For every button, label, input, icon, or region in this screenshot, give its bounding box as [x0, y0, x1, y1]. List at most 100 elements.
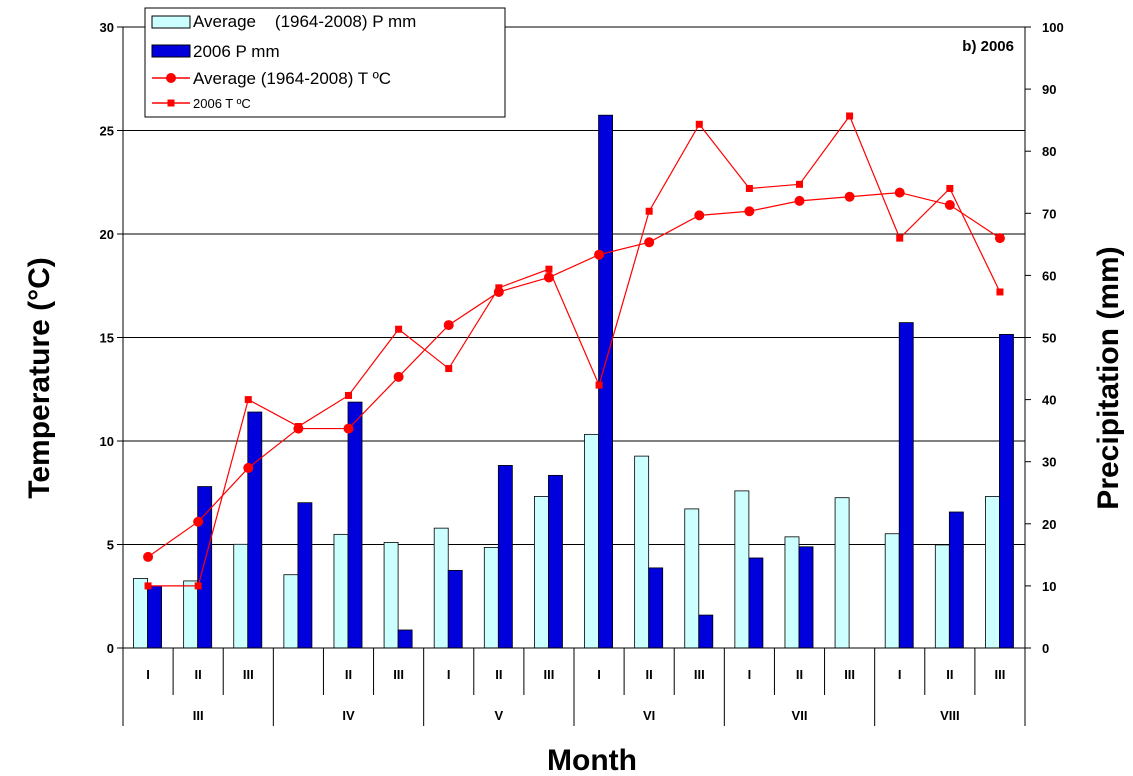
axes: 0 5 10 15 20 25 30 0 10 20 30 40 50 60 70 80 90 100 [100, 20, 1064, 656]
line-avg-temp [147, 191, 1001, 558]
marker-2006-temp [445, 365, 453, 373]
decade-label: III [844, 667, 855, 682]
y-left-tick-label: 0 [107, 641, 114, 656]
y-right-tick-label: 60 [1042, 268, 1056, 283]
y-left-tick-label: 5 [107, 538, 114, 553]
marker-2006-temp [545, 265, 553, 273]
bar-avg-precip [534, 496, 549, 649]
bar-avg-precip [584, 433, 599, 649]
marker-avg-temp [644, 237, 655, 248]
marker-avg-temp [343, 423, 354, 434]
marker-avg-temp [594, 249, 605, 260]
y-right-tick-label: 10 [1042, 579, 1056, 594]
marker-2006-temp [645, 207, 653, 215]
bar-2006-precip [297, 502, 313, 649]
marker-2006-temp [294, 423, 302, 431]
decade-label: II [796, 667, 803, 682]
y-right-tick-label: 20 [1042, 517, 1056, 532]
marker-2006-temp [745, 184, 753, 192]
bar-2006-precip [648, 567, 664, 649]
bar-avg-precip [383, 542, 399, 649]
y-left-tick-label: 20 [100, 227, 114, 242]
decade-label: III [995, 667, 1006, 682]
y-right-tick-label: 80 [1042, 144, 1056, 159]
decade-label: II [495, 667, 502, 682]
marker-2006-temp [144, 582, 152, 590]
legend-label-avg-precip: Average (1964-2008) P mm [193, 12, 416, 31]
decade-label: III [544, 667, 555, 682]
y-right-tick-label: 0 [1042, 641, 1049, 656]
marker-avg-temp [894, 187, 905, 198]
decade-label: I [447, 667, 451, 682]
bar-avg-precip [934, 544, 950, 649]
bar-avg-precip [634, 455, 650, 649]
y-axis-right-title: Precipitation (mm) [1092, 246, 1125, 509]
bar-2006-precip [447, 569, 463, 649]
bar-2006-precip [798, 546, 814, 649]
month-label: III [193, 708, 204, 723]
decade-label: III [393, 667, 404, 682]
marker-avg-temp [994, 233, 1005, 244]
marker-avg-temp [844, 191, 855, 202]
y-axis-left-title: Temperature (°C) [23, 257, 56, 498]
line-2006-temp [148, 114, 1001, 587]
marker-2006-temp [495, 284, 503, 292]
bar-2006-precip [948, 511, 964, 649]
bar-2006-precip [698, 614, 714, 649]
y-right-tick-label: 100 [1042, 20, 1064, 35]
marker-2006-temp [695, 120, 703, 128]
marker-2006-temp [996, 288, 1004, 296]
decade-label: III [694, 667, 705, 682]
month-label: V [494, 708, 503, 723]
y-right-tick-label: 40 [1042, 393, 1056, 408]
bar-2006-precip [147, 585, 162, 649]
decade-label: I [748, 667, 752, 682]
decade-label: I [597, 667, 601, 682]
marker-2006-temp [194, 582, 202, 590]
bar-2006-precip [548, 474, 563, 649]
decade-label: I [146, 667, 150, 682]
marker-avg-temp [443, 320, 454, 331]
bar-avg-precip [283, 574, 299, 649]
bar-2006-precip [748, 557, 764, 649]
bar-avg-precip [985, 496, 1000, 649]
bar-avg-precip [483, 546, 499, 649]
decade-label: II [345, 667, 352, 682]
legend-label-2006-temp: 2006 T ºC [193, 96, 251, 111]
bar-avg-precip [433, 527, 449, 649]
legend-label-avg-temp: Average (1964-2008) T ºC [193, 69, 391, 88]
decade-label: III [243, 667, 254, 682]
y-right-tick-label: 30 [1042, 455, 1056, 470]
y-left-tick-label: 15 [100, 331, 114, 346]
marker-avg-temp [694, 210, 705, 221]
marker-avg-temp [744, 206, 755, 217]
bar-avg-precip [183, 580, 199, 649]
marker-2006-temp [345, 391, 352, 399]
bar-avg-precip [784, 536, 800, 649]
marker-avg-temp [143, 551, 154, 562]
marker-2006-temp [796, 180, 803, 188]
bar-avg-precip [684, 508, 700, 649]
bar-2006-precip [999, 333, 1014, 649]
month-label: VIII [940, 708, 960, 723]
bar-avg-precip [333, 533, 349, 649]
y-left-tick-label: 25 [100, 124, 114, 139]
legend-label-2006-precip: 2006 P mm [193, 42, 280, 61]
bar-avg-precip [734, 490, 750, 649]
bar-2006-precip [347, 401, 363, 649]
marker-2006-temp [595, 381, 603, 389]
decade-label: II [646, 667, 653, 682]
x-axis-title: Month [547, 744, 637, 776]
marker-2006-temp [846, 112, 854, 120]
month-label: VI [643, 708, 655, 723]
marker-avg-temp [243, 462, 254, 473]
bar-avg-precip [834, 497, 850, 649]
marker-2006-temp [946, 184, 954, 192]
legend-swatch-2006-precip [151, 44, 191, 58]
y-left-tick-label: 30 [100, 20, 114, 35]
bar-2006-precip [247, 411, 263, 649]
y-right-tick-label: 50 [1042, 331, 1056, 346]
bar-2006-precip [898, 322, 914, 649]
